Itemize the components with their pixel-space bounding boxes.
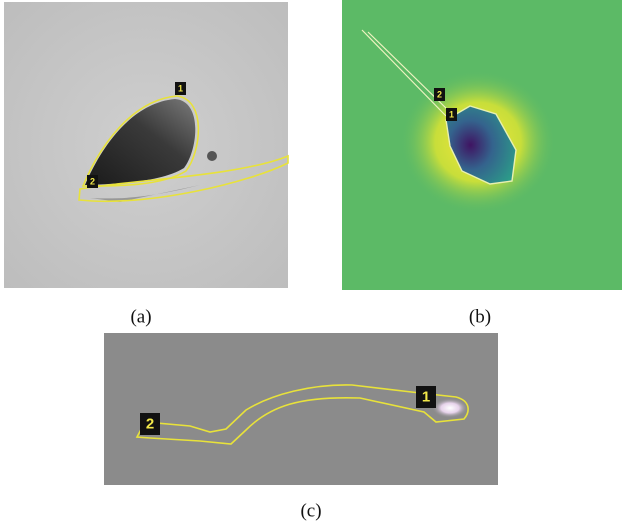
panel-c: 2 1 xyxy=(104,333,498,485)
caption: (b) xyxy=(469,306,491,327)
point-label: 1 xyxy=(178,84,183,94)
panel-b: 2 1 xyxy=(342,0,622,290)
figure: 1 2 (a) 2 1 (b) 2 1 (c) xyxy=(0,0,623,527)
point-label: 2 xyxy=(437,90,442,100)
debris xyxy=(207,151,217,161)
sperm-head xyxy=(432,398,468,418)
point-label: 1 xyxy=(422,389,430,406)
point-label: 2 xyxy=(146,416,154,433)
caption: (c) xyxy=(300,500,321,521)
point-label: 2 xyxy=(90,177,95,187)
caption: (a) xyxy=(130,306,151,327)
point-label: 1 xyxy=(449,110,454,120)
panel-a: 1 2 xyxy=(4,2,288,288)
